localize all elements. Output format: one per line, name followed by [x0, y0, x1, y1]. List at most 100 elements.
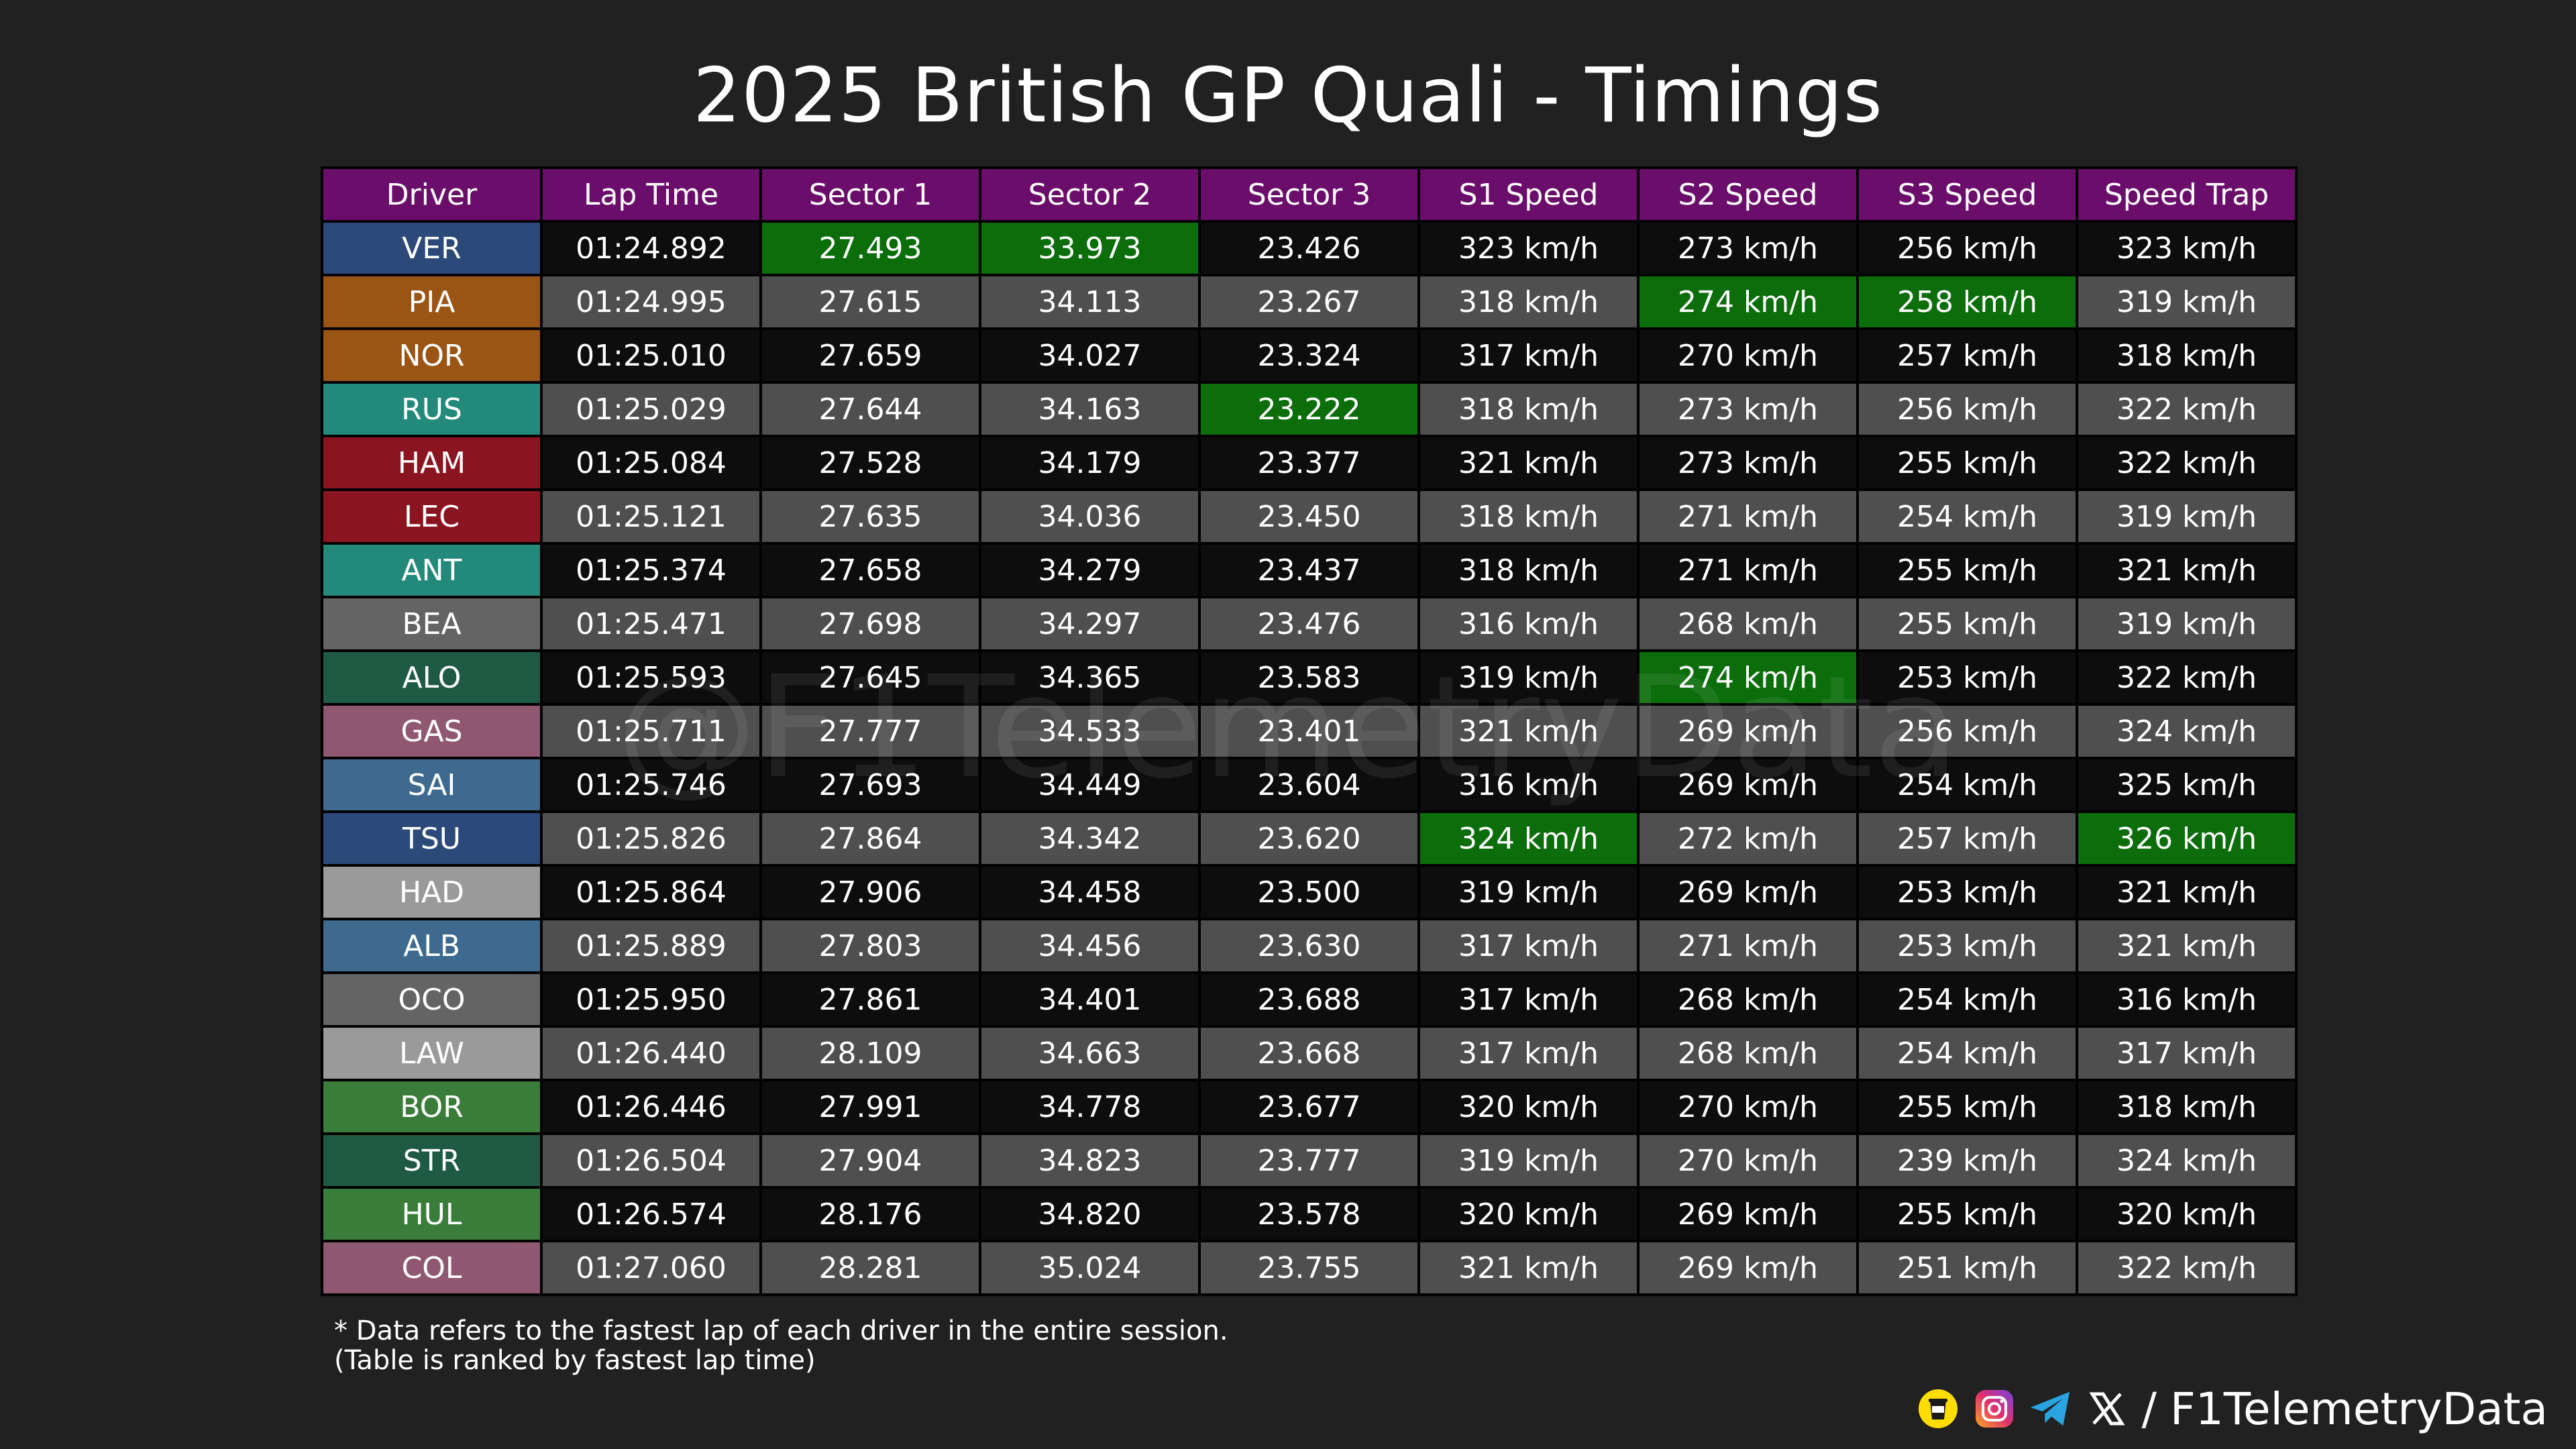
buymeacoffee-icon[interactable]	[1917, 1387, 1960, 1430]
data-cell: 255 km/h	[1859, 598, 2076, 649]
data-cell: 27.861	[762, 974, 979, 1025]
data-cell: 23.324	[1201, 330, 1417, 381]
driver-cell: BOR	[323, 1081, 540, 1132]
driver-cell: GAS	[323, 706, 540, 757]
instagram-icon[interactable]	[1973, 1387, 2016, 1430]
data-cell: 23.578	[1201, 1189, 1417, 1240]
data-cell: 269 km/h	[1640, 1242, 1856, 1293]
data-cell: 01:25.864	[543, 867, 759, 918]
data-cell: 34.163	[981, 384, 1198, 435]
data-cell: 324 km/h	[2078, 706, 2295, 757]
data-cell: 34.778	[981, 1081, 1198, 1132]
table-row: NOR 01:25.010 27.659 34.027 23.324 317 km/h 27…	[323, 330, 2295, 381]
data-cell: 319 km/h	[1420, 652, 1637, 703]
data-cell: 27.635	[762, 491, 979, 542]
data-cell: 317 km/h	[1420, 330, 1637, 381]
data-cell: 273 km/h	[1640, 384, 1856, 435]
driver-cell: HAM	[323, 437, 540, 488]
data-cell: 27.803	[762, 920, 979, 971]
driver-cell: ANT	[323, 545, 540, 596]
driver-cell: BEA	[323, 598, 540, 649]
data-cell: 27.659	[762, 330, 979, 381]
data-cell: 318 km/h	[2078, 330, 2295, 381]
data-cell: 321 km/h	[2078, 920, 2295, 971]
data-cell: 01:25.826	[543, 813, 759, 864]
data-cell: 258 km/h	[1859, 276, 2076, 327]
data-cell: 270 km/h	[1640, 1081, 1856, 1132]
data-cell: 01:24.995	[543, 276, 759, 327]
data-cell: 27.493	[762, 223, 979, 274]
table-body: VER 01:24.892 27.493 33.973 23.426 323 km/h 27…	[323, 223, 2295, 1293]
footnote-data-source: * Data refers to the fastest lap of each…	[334, 1316, 1228, 1346]
data-cell: 321 km/h	[2078, 545, 2295, 596]
column-header: Sector 1	[762, 169, 979, 220]
data-cell: 253 km/h	[1859, 652, 2076, 703]
data-cell: 317 km/h	[1420, 974, 1637, 1025]
data-cell: 269 km/h	[1640, 706, 1856, 757]
table-row: RUS 01:25.029 27.644 34.163 23.222 318 km/h 27…	[323, 384, 2295, 435]
x-icon[interactable]	[2086, 1387, 2129, 1430]
data-cell: 23.688	[1201, 974, 1417, 1025]
data-cell: 321 km/h	[2078, 867, 2295, 918]
data-cell: 34.027	[981, 330, 1198, 381]
column-header: Driver	[323, 169, 540, 220]
data-cell: 34.179	[981, 437, 1198, 488]
data-cell: 316 km/h	[2078, 974, 2295, 1025]
driver-cell: VER	[323, 223, 540, 274]
data-cell: 316 km/h	[1420, 759, 1637, 810]
data-cell: 254 km/h	[1859, 974, 2076, 1025]
data-cell: 321 km/h	[1420, 706, 1637, 757]
data-cell: 33.973	[981, 223, 1198, 274]
data-cell: 324 km/h	[1420, 813, 1637, 864]
driver-cell: ALO	[323, 652, 540, 703]
data-cell: 01:25.746	[543, 759, 759, 810]
data-cell: 254 km/h	[1859, 491, 2076, 542]
table-row: ALO 01:25.593 27.645 34.365 23.583 319 km/h 27…	[323, 652, 2295, 703]
footnotes: * Data refers to the fastest lap of each…	[334, 1316, 1228, 1375]
data-cell: 256 km/h	[1859, 384, 2076, 435]
table-row: BOR 01:26.446 27.991 34.778 23.677 320 km/h 27…	[323, 1081, 2295, 1132]
driver-cell: STR	[323, 1135, 540, 1186]
data-cell: 326 km/h	[2078, 813, 2295, 864]
column-header: Lap Time	[543, 169, 759, 220]
data-cell: 34.449	[981, 759, 1198, 810]
footnote-ranking: (Table is ranked by fastest lap time)	[334, 1345, 816, 1376]
data-cell: 28.109	[762, 1028, 979, 1079]
chart-title: 2025 British GP Quali - Timings	[693, 52, 1883, 140]
data-cell: 23.777	[1201, 1135, 1417, 1186]
footer-handle[interactable]: F1TelemetryData	[2169, 1383, 2548, 1435]
data-cell: 34.365	[981, 652, 1198, 703]
driver-cell: SAI	[323, 759, 540, 810]
data-cell: 322 km/h	[2078, 652, 2295, 703]
telegram-icon[interactable]	[2029, 1387, 2072, 1430]
driver-cell: PIA	[323, 276, 540, 327]
data-cell: 28.281	[762, 1242, 979, 1293]
table-row: ANT 01:25.374 27.658 34.279 23.437 318 km/h 27…	[323, 545, 2295, 596]
data-cell: 23.583	[1201, 652, 1417, 703]
driver-cell: COL	[323, 1242, 540, 1293]
data-cell: 322 km/h	[2078, 384, 2295, 435]
data-cell: 34.663	[981, 1028, 1198, 1079]
data-cell: 27.777	[762, 706, 979, 757]
data-cell: 323 km/h	[1420, 223, 1637, 274]
table-row: LEC 01:25.121 27.635 34.036 23.450 318 km/h 27…	[323, 491, 2295, 542]
table-row: HAD 01:25.864 27.906 34.458 23.500 319 km/h 26…	[323, 867, 2295, 918]
social-footer: / F1TelemetryData	[1917, 1383, 2548, 1435]
data-cell: 27.658	[762, 545, 979, 596]
driver-cell: LAW	[323, 1028, 540, 1079]
data-cell: 270 km/h	[1640, 330, 1856, 381]
table-row: TSU 01:25.826 27.864 34.342 23.620 324 km/h 27…	[323, 813, 2295, 864]
data-cell: 23.620	[1201, 813, 1417, 864]
data-cell: 23.437	[1201, 545, 1417, 596]
data-cell: 23.426	[1201, 223, 1417, 274]
data-cell: 319 km/h	[2078, 598, 2295, 649]
data-cell: 270 km/h	[1640, 1135, 1856, 1186]
data-cell: 23.500	[1201, 867, 1417, 918]
data-cell: 269 km/h	[1640, 759, 1856, 810]
data-cell: 27.904	[762, 1135, 979, 1186]
data-cell: 27.906	[762, 867, 979, 918]
table-row: BEA 01:25.471 27.698 34.297 23.476 316 km/h 26…	[323, 598, 2295, 649]
data-cell: 28.176	[762, 1189, 979, 1240]
data-cell: 01:25.374	[543, 545, 759, 596]
data-cell: 01:24.892	[543, 223, 759, 274]
